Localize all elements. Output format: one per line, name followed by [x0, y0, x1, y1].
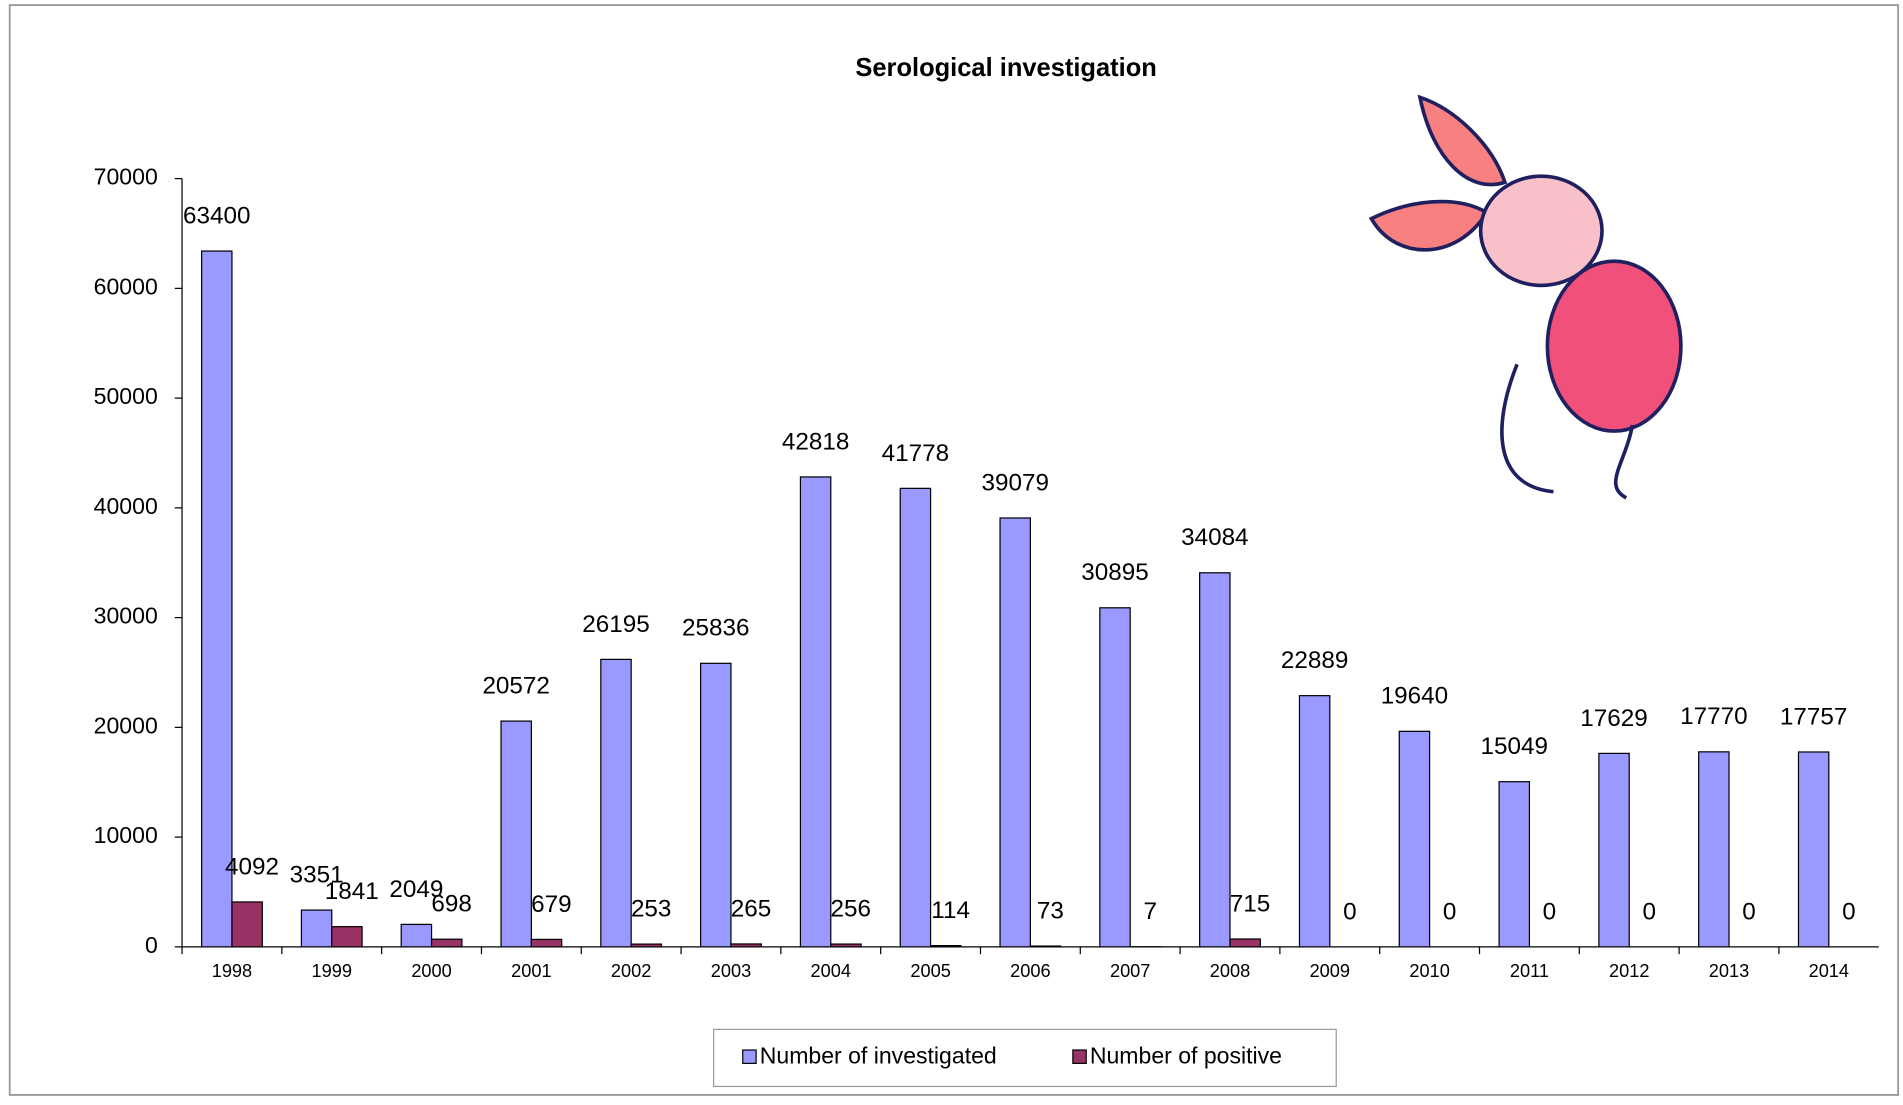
y-tick-label: 0 [145, 932, 158, 958]
bar [1499, 782, 1529, 947]
x-tick-label: 2009 [1310, 961, 1350, 981]
bar [601, 659, 631, 946]
x-tick-label: 2002 [611, 961, 651, 981]
legend-label: Number of positive [1090, 1042, 1282, 1068]
x-tick-label: 2001 [511, 961, 551, 981]
bar [1000, 518, 1030, 947]
y-tick-label: 40000 [94, 493, 158, 519]
data-label: 22889 [1281, 647, 1348, 674]
y-tick-label: 20000 [94, 712, 158, 738]
x-tick-label: 2006 [1010, 961, 1050, 981]
legend-swatch [743, 1050, 756, 1063]
x-tick-label: 1998 [212, 961, 252, 981]
x-tick-label: 2013 [1709, 961, 1749, 981]
data-label: 265 [731, 895, 772, 922]
data-label: 17757 [1780, 703, 1847, 730]
legend-swatch [1073, 1050, 1086, 1063]
data-label: 41778 [882, 440, 949, 467]
bar [401, 924, 431, 946]
legend-label: Number of investigated [760, 1042, 997, 1068]
data-label: 15049 [1480, 733, 1547, 760]
data-label: 7 [1143, 898, 1157, 925]
data-label: 26195 [582, 611, 649, 638]
data-label: 25836 [682, 615, 749, 642]
x-tick-label: 2005 [910, 961, 950, 981]
data-label: 34084 [1181, 524, 1248, 551]
bar [701, 663, 731, 947]
data-label: 0 [1842, 898, 1856, 925]
data-label: 39079 [981, 469, 1048, 496]
data-label: 20572 [482, 673, 549, 700]
bar [1100, 608, 1130, 947]
bar [432, 939, 462, 947]
x-tick-label: 2012 [1609, 961, 1649, 981]
y-tick-label: 30000 [94, 603, 158, 629]
bar [831, 944, 861, 947]
data-label: 1841 [325, 878, 379, 905]
y-tick-label: 70000 [94, 164, 158, 190]
x-tick-label: 2011 [1510, 961, 1549, 981]
chart-title: Serological investigation [855, 54, 1156, 82]
bar [1399, 731, 1429, 947]
data-label: 114 [931, 897, 970, 924]
bar [332, 927, 362, 947]
bar [1599, 753, 1629, 946]
data-label: 63400 [183, 202, 250, 229]
bar [501, 721, 531, 947]
x-tick-label: 2010 [1409, 961, 1449, 981]
x-tick-label: 1999 [312, 961, 352, 981]
bar [1699, 752, 1729, 947]
data-label: 19640 [1381, 683, 1448, 710]
bar [800, 477, 830, 947]
y-tick-label: 60000 [94, 273, 158, 299]
data-label: 30895 [1081, 559, 1148, 586]
data-label: 17770 [1680, 703, 1747, 730]
data-label: 0 [1343, 898, 1357, 925]
x-tick-label: 2008 [1210, 961, 1250, 981]
data-label: 0 [1543, 898, 1557, 925]
bar [301, 910, 331, 947]
data-label: 0 [1443, 898, 1457, 925]
bar [1230, 939, 1260, 947]
data-label: 73 [1037, 897, 1064, 924]
data-label: 679 [531, 891, 572, 918]
data-label: 256 [831, 895, 872, 922]
data-label: 698 [431, 891, 471, 918]
bar [900, 488, 930, 947]
data-label: 17629 [1580, 705, 1647, 732]
data-label: 42818 [782, 428, 849, 455]
x-tick-label: 2007 [1110, 961, 1150, 981]
bar [1030, 946, 1060, 947]
bar [1798, 752, 1828, 947]
x-tick-label: 2003 [711, 961, 751, 981]
bar [232, 902, 262, 947]
x-tick-label: 2014 [1809, 961, 1849, 981]
bar [731, 944, 761, 947]
bar [531, 939, 561, 946]
y-tick-label: 10000 [94, 822, 158, 848]
x-tick-label: 2004 [811, 961, 851, 981]
data-label: 4092 [225, 853, 279, 880]
data-label: 253 [631, 896, 672, 923]
data-label: 0 [1742, 898, 1756, 925]
data-label: 715 [1230, 890, 1270, 917]
y-tick-label: 50000 [94, 383, 158, 409]
bar [1200, 573, 1230, 947]
bar [202, 251, 232, 947]
bar [931, 946, 961, 947]
bar [1299, 696, 1329, 947]
data-label: 0 [1642, 898, 1656, 925]
x-tick-label: 2000 [411, 961, 451, 981]
bar [631, 944, 661, 947]
